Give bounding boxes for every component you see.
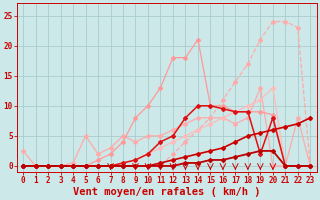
X-axis label: Vent moyen/en rafales ( km/h ): Vent moyen/en rafales ( km/h ) (73, 187, 260, 197)
